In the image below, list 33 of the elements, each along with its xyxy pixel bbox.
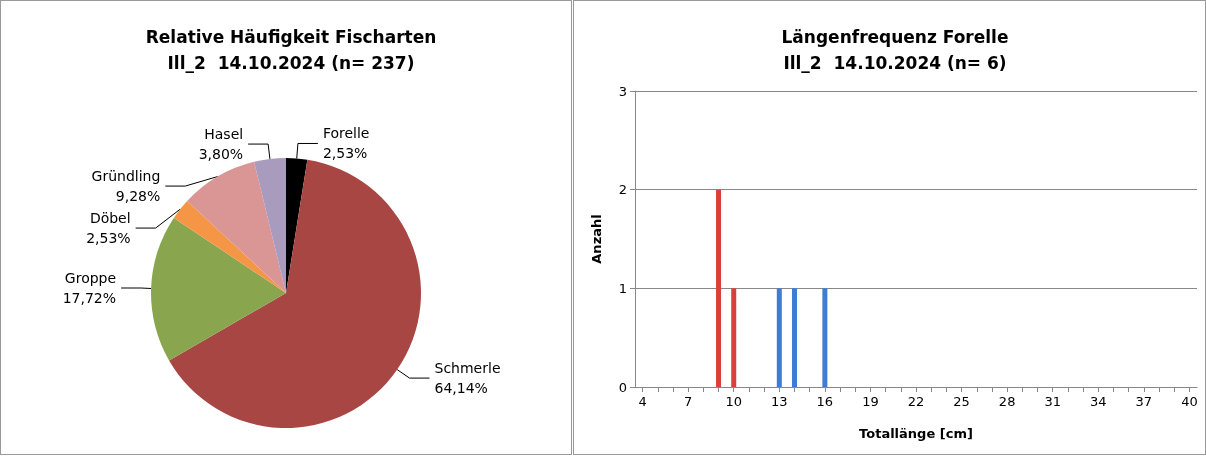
chart-title: Längenfrequenz Forelle Ill_2 14.10.2024 (n= 6) xyxy=(781,27,1009,73)
data-label: 3,80% xyxy=(198,146,244,163)
slice-label: Döbel xyxy=(89,210,131,227)
y-tick-label: 3 xyxy=(618,83,627,99)
y-axis-title: Anzahl xyxy=(589,214,604,264)
x-tick-label: 40 xyxy=(1181,394,1198,409)
x-tick-label: 4 xyxy=(638,394,647,409)
x-tick-label: 34 xyxy=(1090,394,1107,409)
slice-label: Groppe xyxy=(64,270,117,287)
x-tick-label: 10 xyxy=(725,394,742,409)
data-label: 17,72% xyxy=(62,290,117,307)
x-tick-label: 16 xyxy=(816,394,834,409)
x-tick-label: 37 xyxy=(1135,394,1153,409)
slice-label: Gründling xyxy=(91,168,161,185)
chart-title: Relative Häufigkeit Fischarten Ill_2 14.10.2024 (n= 237) xyxy=(145,27,437,73)
x-tick-label: 31 xyxy=(1044,394,1061,409)
slice-label: Schmerle xyxy=(434,360,501,377)
x-tick-label: 19 xyxy=(862,394,879,409)
data-label: 9,28% xyxy=(115,188,161,205)
y-tick-label: 1 xyxy=(618,280,627,296)
x-tick-label: 25 xyxy=(953,394,970,409)
y-tick-label: 2 xyxy=(618,182,627,198)
y-tick-label: 0 xyxy=(618,379,627,395)
x-tick-label: 28 xyxy=(998,394,1016,409)
x-tick-label: 22 xyxy=(907,394,925,409)
slice-label: Forelle xyxy=(322,125,370,142)
data-label: 2,53% xyxy=(86,230,131,247)
data-label: 64,14% xyxy=(434,380,488,397)
x-tick-label: 13 xyxy=(771,394,788,409)
slice-label: Hasel xyxy=(204,126,244,143)
data-label: 2,53% xyxy=(322,145,368,162)
x-tick-label: 7 xyxy=(684,394,693,409)
x-axis-title: Totallänge [cm] xyxy=(859,426,973,441)
